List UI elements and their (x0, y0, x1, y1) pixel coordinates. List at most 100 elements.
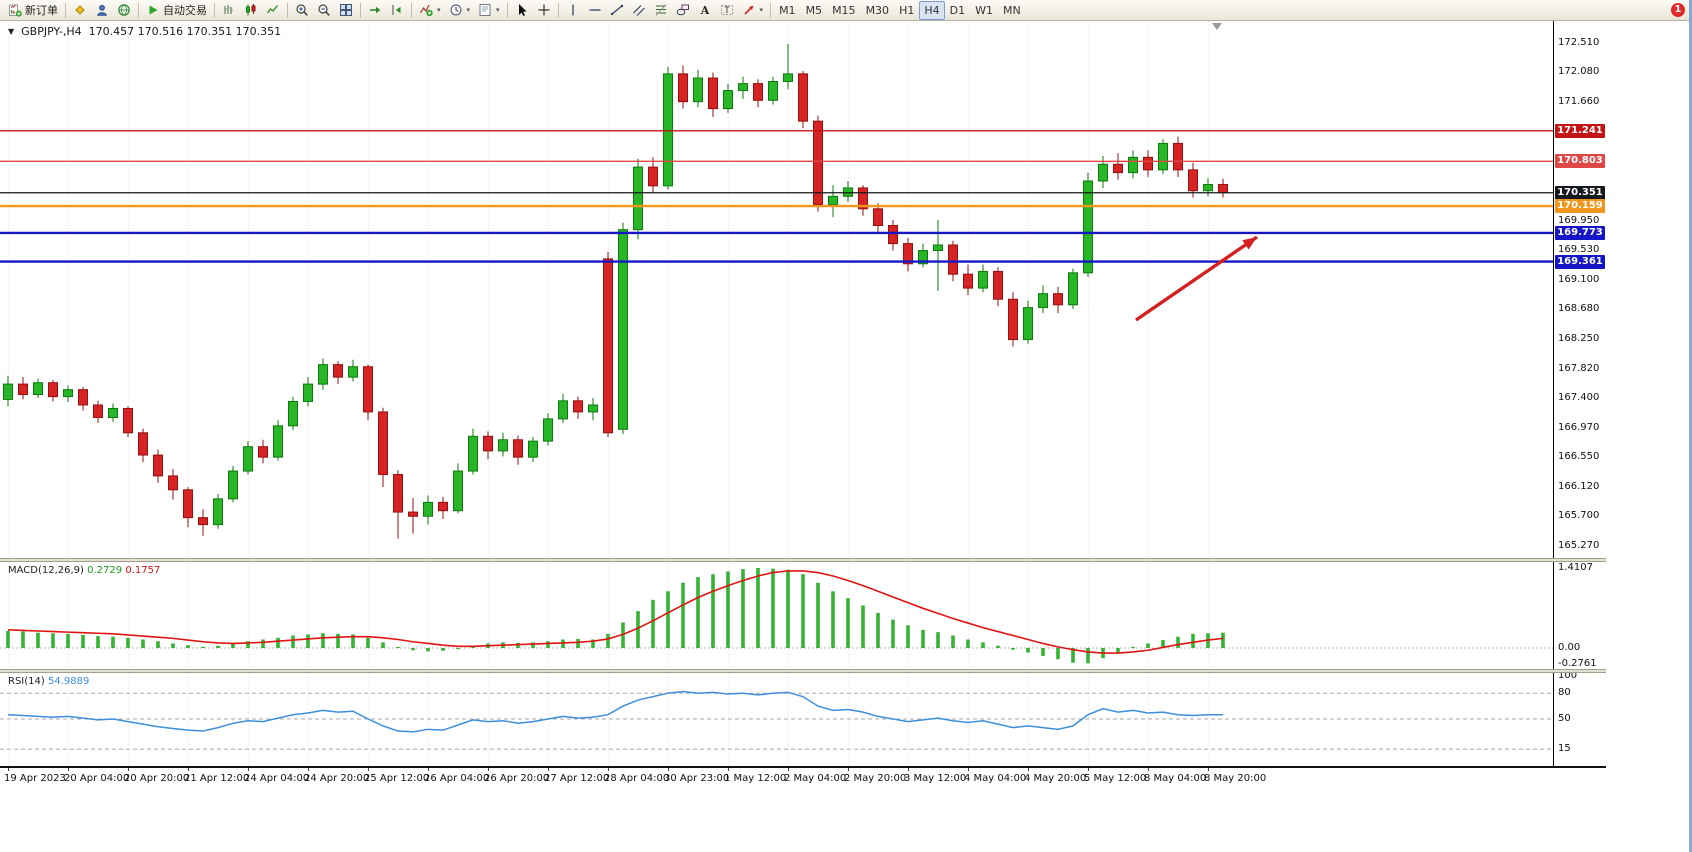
price-chart-canvas[interactable] (0, 21, 1553, 558)
new-order-button[interactable]: 新订单 (4, 1, 62, 20)
panel-splitter[interactable] (0, 558, 1606, 562)
timeframe-m30-button[interactable]: M30 (865, 3, 890, 17)
price-tag: 169.773 (1555, 225, 1605, 240)
zoom-out-button[interactable] (313, 1, 335, 20)
svg-text:T: T (723, 6, 730, 16)
cursor-button[interactable] (511, 1, 533, 20)
text-button[interactable]: A (694, 1, 716, 20)
rsi-axis-label: 100 (1558, 670, 1578, 681)
toolbar-separator (770, 2, 772, 18)
textA-icon: A (698, 3, 712, 17)
crosshair-button[interactable] (533, 1, 555, 20)
time-axis-label: 25 Apr 12:00 (364, 773, 430, 784)
autotrading-label: 自动交易 (163, 4, 207, 17)
horizontal-line-button[interactable] (584, 1, 606, 20)
timeframe-mn-button[interactable]: MN (1002, 3, 1021, 17)
equidistant-channel-button[interactable] (628, 1, 650, 20)
time-axis-label: 26 Apr 20:00 (484, 773, 550, 784)
price-tick-label: 165.270 (1558, 540, 1600, 552)
rsi-axis-label: 50 (1558, 713, 1571, 724)
one-click-trading-toggle-icon[interactable]: ▼ (8, 27, 15, 36)
time-axis-tick (668, 768, 669, 771)
time-axis-tick (68, 768, 69, 771)
window-edge (1689, 0, 1692, 852)
dropdown-caret-icon: ▾ (437, 6, 441, 14)
price-tick-label: 171.660 (1558, 95, 1600, 107)
bars-icon (222, 3, 236, 17)
auto-scroll-button[interactable] (364, 1, 386, 20)
price-tick-label: 169.530 (1558, 243, 1600, 255)
shapes-button[interactable] (672, 1, 694, 20)
timeframe-m15-button[interactable]: M15 (832, 3, 856, 17)
time-axis-tick (308, 768, 309, 771)
macd-signal-line (7, 570, 1224, 654)
price-tick-label: 166.970 (1558, 421, 1600, 433)
macd-canvas[interactable] (0, 562, 1553, 669)
rsi-indicator-label: RSI(14) 54.9889 (8, 676, 89, 687)
fibonacci-button[interactable] (650, 1, 672, 20)
price-tick-label: 166.120 (1558, 481, 1600, 493)
time-axis-label: 8 May 20:00 (1204, 773, 1267, 784)
vertical-line-button[interactable] (562, 1, 584, 20)
text-label-button[interactable]: T (716, 1, 738, 20)
price-scale[interactable]: 172.510 172.080 171.660 169.950 169.530 169.1… (1553, 21, 1606, 768)
periods-button[interactable]: ▾ (445, 1, 475, 20)
annotation-arrow (1135, 235, 1258, 322)
price-tick-label: 168.680 (1558, 302, 1600, 314)
trendline-button[interactable] (606, 1, 628, 20)
indicators-button[interactable]: ▾ (415, 1, 445, 20)
timeframe-m5-button[interactable]: M5 (805, 3, 823, 17)
chart-shift-button[interactable] (386, 1, 408, 20)
trend-icon (610, 3, 624, 17)
time-axis-tick (428, 768, 429, 771)
time-axis-tick (968, 768, 969, 771)
community-button[interactable] (91, 1, 113, 20)
timeframe-w1-button[interactable]: W1 (975, 3, 993, 17)
bar-chart-button[interactable] (218, 1, 240, 20)
timeframe-h1-button[interactable]: H1 (899, 3, 915, 17)
rsi-canvas[interactable] (0, 673, 1553, 766)
arrowmark-icon (742, 3, 756, 17)
dropdown-caret-icon: ▾ (759, 6, 764, 14)
autotrading-button[interactable]: 自动交易 (142, 1, 211, 20)
time-axis-label: 20 Apr 04:00 (64, 773, 130, 784)
macd-axis-label: 1.4107 (1558, 562, 1593, 573)
notification-badge[interactable]: 1 (1671, 3, 1685, 17)
tile-windows-button[interactable] (335, 1, 357, 20)
svg-text:A: A (699, 4, 709, 17)
fibo-icon (654, 3, 668, 17)
time-axis-label: 24 Apr 20:00 (304, 773, 370, 784)
zoom-in-button[interactable] (291, 1, 313, 20)
timeframe-d1-button[interactable]: D1 (949, 3, 966, 17)
time-axis-label: 27 Apr 12:00 (544, 773, 610, 784)
arrow-tools-button[interactable]: ▾ (738, 1, 768, 20)
time-axis-tick (188, 768, 189, 771)
candlestick-chart-button[interactable] (240, 1, 262, 20)
indicators-icon (419, 3, 433, 17)
vline-icon (566, 3, 580, 17)
time-axis-label: 1 May 12:00 (724, 773, 787, 784)
line-chart-button[interactable] (262, 1, 284, 20)
toolbar-separator (360, 2, 361, 18)
price-tick-label: 172.080 (1558, 66, 1600, 78)
time-axis-label: 26 Apr 04:00 (424, 773, 490, 784)
templates-button[interactable]: ▾ (474, 1, 504, 20)
timeframe-m1-button[interactable]: M1 (779, 3, 796, 17)
price-chart-panel[interactable] (0, 21, 1553, 558)
panel-splitter[interactable] (0, 669, 1606, 673)
time-axis[interactable]: 19 Apr 2023 20 Apr 04:00 20 Apr 20:00 21 Ap… (0, 768, 1606, 788)
time-axis-label: 19 Apr 2023 (4, 773, 66, 784)
price-tick-label: 167.820 (1558, 362, 1600, 374)
time-axis-tick (1148, 768, 1149, 771)
time-axis-label: 2 May 04:00 (784, 773, 847, 784)
price-tick-label: 172.510 (1558, 36, 1600, 48)
market-button[interactable] (113, 1, 135, 20)
metaeditor-button[interactable] (69, 1, 91, 20)
rsi-panel[interactable] (0, 673, 1553, 766)
zoom-in-icon (295, 3, 309, 17)
macd-signal-value: 0.1757 (125, 565, 161, 576)
macd-panel[interactable] (0, 562, 1553, 669)
price-tick-label: 165.700 (1558, 510, 1600, 522)
timeframe-h4-button[interactable]: H4 (919, 0, 945, 20)
metaeditor-icon (73, 3, 87, 17)
